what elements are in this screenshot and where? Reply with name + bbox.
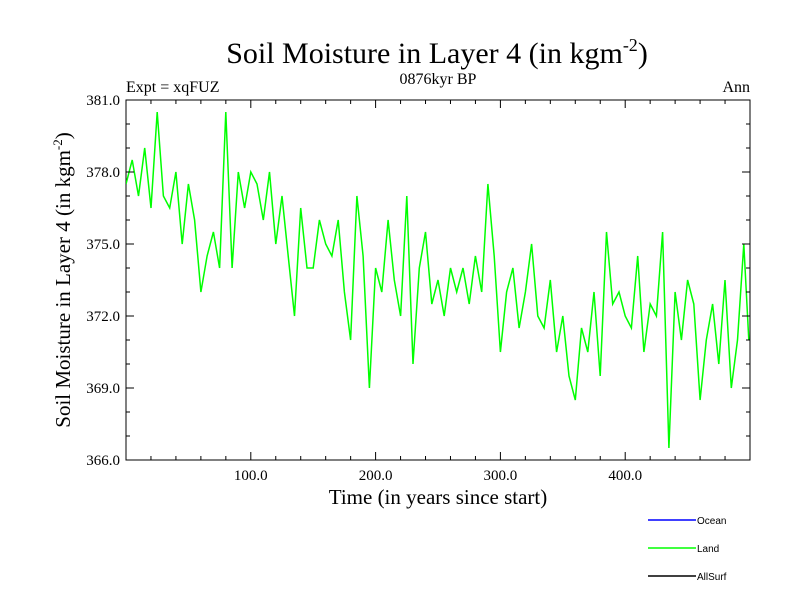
- plot-area: [125, 99, 751, 461]
- y-tick-label: 378.0: [86, 165, 120, 181]
- x-tick-label: 400.0: [608, 468, 642, 484]
- legend-label-allsurf: AllSurf: [697, 572, 727, 583]
- chart-title-close: ): [638, 37, 648, 70]
- axis-ticks: [126, 99, 750, 461]
- y-axis-label-text: Soil Moisture in Layer 4 (in kgm: [51, 150, 75, 428]
- chart-title-sup: -2: [623, 35, 638, 55]
- series-land-line: [126, 111, 750, 449]
- y-tick-label: 381.0: [86, 93, 120, 109]
- season-label: Ann: [722, 79, 750, 96]
- y-axis-label-sup: -2: [50, 139, 65, 150]
- legend: Ocean Land AllSurf: [648, 516, 727, 583]
- x-tick-label: 200.0: [359, 468, 393, 484]
- chart-title: Soil Moisture in Layer 4 (in kgm-2): [226, 35, 648, 70]
- y-tick-label: 375.0: [86, 237, 120, 253]
- subtitle-label: 0876kyr BP: [400, 71, 477, 88]
- y-axis-label-close: ): [51, 132, 75, 139]
- y-tick-label: 369.0: [86, 381, 120, 397]
- chart-title-text: Soil Moisture in Layer 4 (in kgm: [226, 37, 623, 70]
- x-axis-label: Time (in years since start): [329, 485, 548, 509]
- x-tick-label: 100.0: [234, 468, 268, 484]
- legend-label-land: Land: [697, 544, 719, 555]
- y-tick-label: 366.0: [86, 453, 120, 469]
- x-tick-label: 300.0: [484, 468, 518, 484]
- legend-label-ocean: Ocean: [697, 516, 726, 527]
- y-axis-label: Soil Moisture in Layer 4 (in kgm-2): [50, 132, 75, 427]
- y-tick-label: 372.0: [86, 309, 120, 325]
- experiment-label: Expt = xqFUZ: [126, 79, 219, 96]
